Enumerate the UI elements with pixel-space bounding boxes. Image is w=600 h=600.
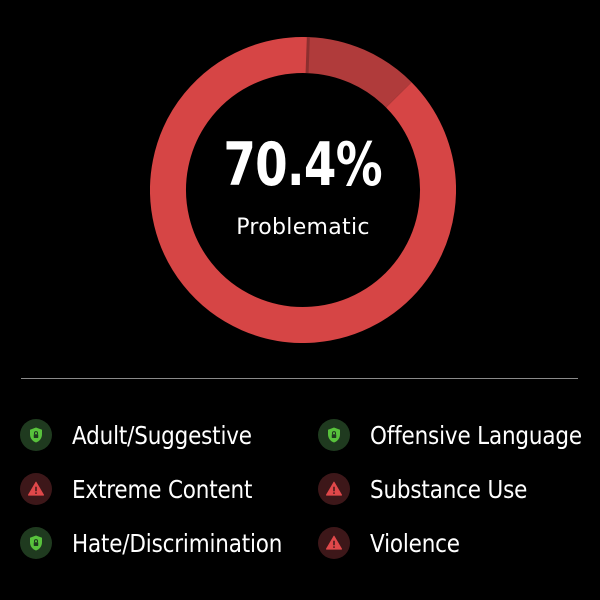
warning-triangle-glyph [325,535,343,550]
warning-triangle-icon [318,527,350,559]
donut-segment-secondary [306,37,412,108]
shield-lock-icon [20,527,52,559]
category-legend: Adult/Suggestive Offensive Language Extr… [20,408,590,570]
legend-item-hate-discrimination: Hate/Discrimination [20,516,318,570]
legend-item-violence: Violence [318,516,590,570]
warning-triangle-icon [20,473,52,505]
legend-label: Extreme Content [72,474,253,504]
warning-triangle-icon [318,473,350,505]
warning-triangle-glyph [325,481,343,496]
legend-item-substance-use: Substance Use [318,462,590,516]
divider [21,378,578,379]
legend-label: Adult/Suggestive [72,420,252,450]
percent-value: 70.4% [223,129,383,200]
shield-lock-glyph [328,427,340,443]
percent-label: Problematic [236,214,370,240]
legend-item-extreme-content: Extreme Content [20,462,318,516]
donut-center: 70.4% Problematic [150,37,456,343]
shield-lock-icon [20,419,52,451]
shield-lock-glyph [30,427,42,443]
legend-label: Hate/Discrimination [72,528,283,558]
legend-label: Violence [370,528,460,558]
shield-lock-icon [318,419,350,451]
donut-svg [150,37,456,343]
legend-label: Substance Use [370,474,528,504]
legend-label: Offensive Language [370,420,582,450]
donut-segment-divider [305,37,310,74]
legend-item-offensive-language: Offensive Language [318,408,590,462]
donut-chart: 70.4% Problematic [150,37,456,343]
shield-lock-glyph [30,535,42,551]
legend-item-adult-suggestive: Adult/Suggestive [20,408,318,462]
warning-triangle-glyph [27,481,45,496]
donut-segment-primary [150,37,456,343]
